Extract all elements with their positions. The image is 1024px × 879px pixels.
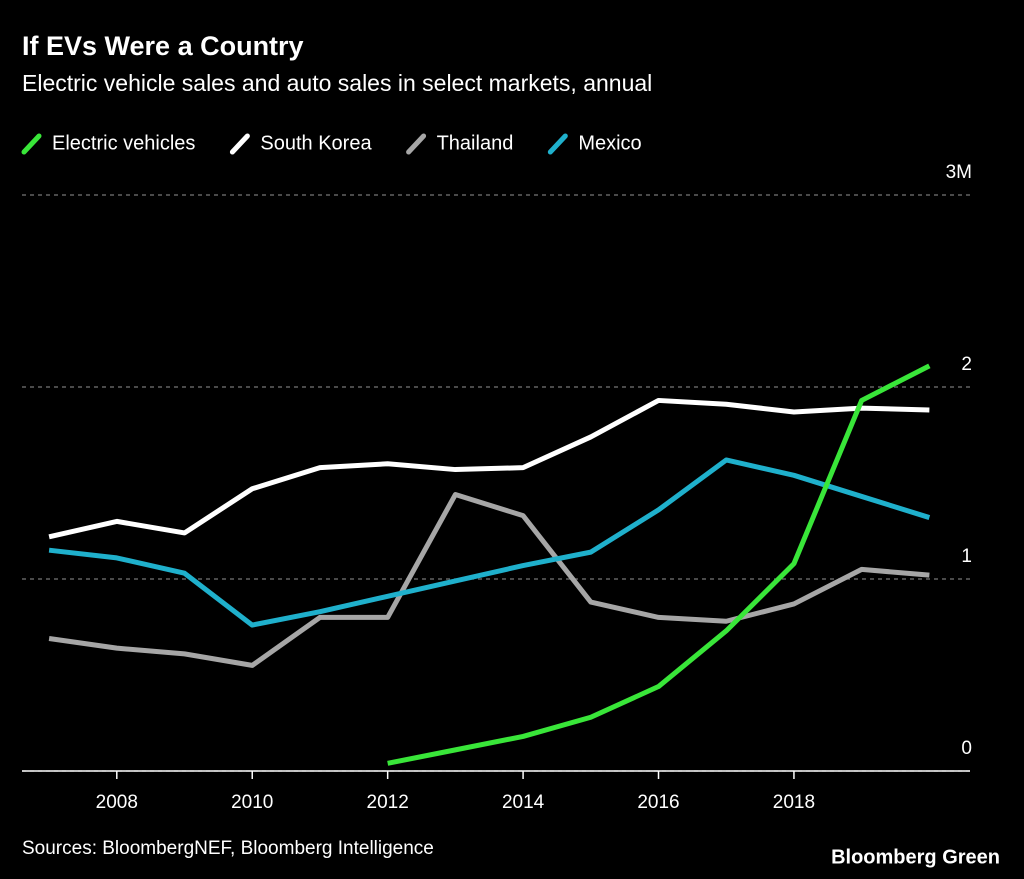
series-line — [48, 492, 930, 668]
y-tick-label: 0 — [961, 738, 972, 759]
brand: Bloomberg Green — [831, 846, 1000, 868]
legend-label: Thailand — [437, 132, 514, 154]
x-tick-label: 2012 — [367, 792, 409, 813]
legend-swatch — [229, 133, 250, 155]
x-tick-label: 2016 — [637, 792, 679, 813]
legend-swatch — [21, 133, 42, 155]
legend-label: Mexico — [578, 132, 641, 154]
source: Sources: BloombergNEF, Bloomberg Intelli… — [22, 838, 434, 859]
x-tick-label: 2008 — [96, 792, 138, 813]
series-line — [48, 457, 931, 628]
legend-swatch — [547, 133, 568, 155]
series-line — [48, 397, 930, 540]
y-tick-label: 1 — [961, 546, 972, 567]
x-tick-label: 2018 — [773, 792, 815, 813]
legend-label: South Korea — [260, 132, 372, 154]
series-line — [387, 363, 931, 766]
y-tick-label: 3M — [946, 162, 972, 183]
x-tick-label: 2010 — [231, 792, 273, 813]
y-tick-label: 2 — [961, 354, 972, 375]
chart-subtitle: Electric vehicle sales and auto sales in… — [22, 70, 652, 96]
x-tick-label: 2014 — [502, 792, 545, 813]
chart-title: If EVs Were a Country — [22, 31, 304, 61]
legend-label: Electric vehicles — [52, 132, 195, 154]
legend-swatch — [406, 133, 427, 155]
